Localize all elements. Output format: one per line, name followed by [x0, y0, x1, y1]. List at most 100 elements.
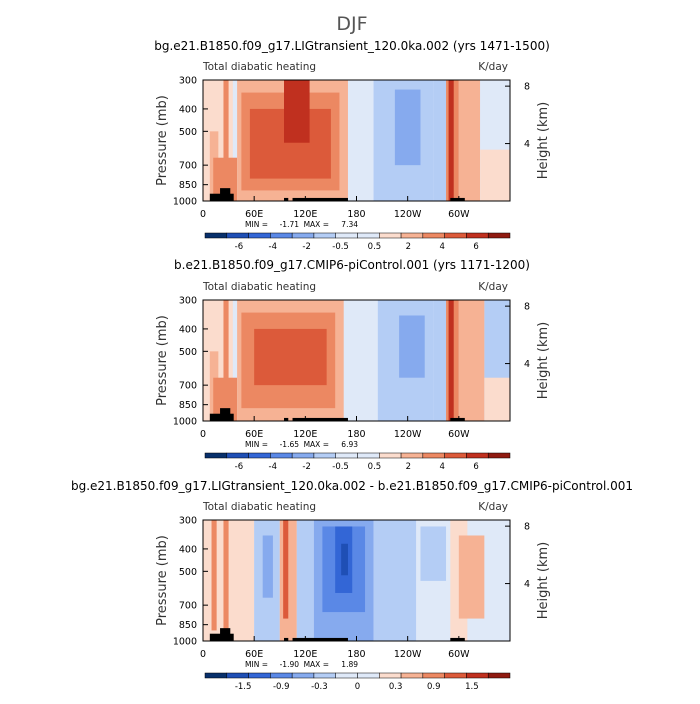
y-axis-label: Pressure (mb) [155, 315, 170, 406]
heatmap-cell [399, 315, 425, 378]
colorbar-swatch [226, 232, 249, 239]
topography-mask [450, 417, 465, 421]
right-axis-label: Height (km) [536, 322, 551, 399]
colorbar-label: 0.3 [389, 682, 403, 692]
colorbar-swatch [379, 672, 402, 679]
colorbar-swatch [248, 452, 271, 459]
x-tick-label: 60W [448, 209, 470, 220]
heatmap-cell [296, 520, 314, 641]
x-tick-label: 120E [293, 649, 317, 660]
colorbar-swatch [487, 672, 511, 679]
colorbar-swatch [226, 672, 249, 679]
min-value: -1.90 [280, 660, 300, 669]
heatmap-cell [448, 80, 454, 201]
topography-mask [220, 188, 231, 201]
colorbar-swatch [466, 452, 489, 459]
x-tick-label: 60E [245, 429, 263, 440]
x-tick-label: 120W [394, 429, 422, 440]
y-tick-label: 700 [179, 381, 197, 392]
panel-3: bg.e21.B1850.f09_g17.LIGtransient_120.0k… [71, 479, 633, 692]
colorbar-swatch [313, 452, 336, 459]
colorbar-swatch [422, 232, 445, 239]
topography-mask [220, 628, 231, 641]
max-value: 6.93 [341, 440, 358, 449]
min-label: MIN = [245, 660, 268, 669]
heatmap-field [203, 300, 510, 421]
colorbar-label: 2 [406, 242, 411, 252]
heatmap-cell [284, 80, 310, 143]
y-tick-label: 400 [179, 104, 197, 115]
min-value: -1.65 [280, 440, 300, 449]
colorbar-swatch [444, 672, 467, 679]
colorbar-swatch [291, 672, 315, 679]
x-tick-label: 0 [200, 649, 206, 660]
heatmap-field [203, 80, 510, 201]
y-tick-label: 400 [179, 544, 197, 555]
y-axis-label: Pressure (mb) [155, 535, 170, 626]
heatmap-cell [262, 535, 273, 598]
colorbar-swatch [444, 452, 467, 459]
y-tick-label: 1000 [173, 417, 197, 428]
colorbar-swatch [487, 232, 511, 239]
x-tick-label: 180 [347, 209, 365, 220]
heatmap-cell [211, 520, 217, 631]
colorbar-swatch [204, 452, 228, 459]
right-tick-label: 8 [524, 522, 530, 533]
colorbar-label: 2 [406, 462, 411, 472]
max-label: MAX = [304, 220, 329, 229]
colorbar-swatch [487, 452, 511, 459]
colorbar-swatch [335, 452, 358, 459]
x-tick-label: 60W [448, 649, 470, 660]
colorbar-label: -1.5 [235, 682, 252, 692]
colorbar-swatch [313, 672, 336, 679]
colorbar-label: -0.3 [311, 682, 328, 692]
colorbar-label: -0.5 [332, 462, 349, 472]
y-tick-label: 1000 [173, 637, 197, 648]
y-tick-label: 300 [179, 296, 197, 307]
panel-subtitle: Total diabatic heating [202, 501, 316, 513]
colorbar-swatch [335, 232, 358, 239]
max-label: MAX = [304, 440, 329, 449]
heatmap-cell [213, 377, 238, 421]
colorbar-label: 0.9 [427, 682, 441, 692]
max-label: MAX = [304, 660, 329, 669]
topography-mask [292, 417, 348, 421]
heatmap-cell [480, 149, 510, 201]
colorbar-label: -0.9 [273, 682, 290, 692]
heatmap-cell [484, 520, 510, 641]
colorbar-swatch [400, 452, 424, 459]
colorbar-swatch [313, 232, 336, 239]
colorbar-swatch [248, 232, 271, 239]
colorbar-label: -6 [235, 242, 243, 252]
topography-mask [284, 637, 289, 641]
colorbar-swatch [379, 232, 402, 239]
colorbar: -6 -4 -2 -0.5 0.5 2 4 6 [204, 232, 511, 252]
heatmap-cell [420, 526, 447, 581]
right-axis-label: Height (km) [536, 542, 551, 619]
y-tick-label: 850 [179, 400, 197, 411]
heatmap-cell [341, 543, 348, 576]
colorbar-swatch [226, 452, 249, 459]
colorbar-swatch [400, 672, 424, 679]
colorbar-swatch [291, 232, 315, 239]
topography-mask [450, 637, 465, 641]
heatmap-cell [458, 300, 485, 421]
right-tick-label: 4 [524, 359, 530, 370]
x-tick-label: 180 [347, 649, 365, 660]
min-value: -1.71 [280, 220, 300, 229]
colorbar: -1.5 -0.9 -0.3 0 0.3 0.9 1.5 [204, 672, 511, 692]
panel-1: bg.e21.B1850.f09_g17.LIGtransient_120.0k… [154, 39, 551, 252]
heatmap-cell [223, 300, 229, 416]
colorbar-label: 4 [440, 462, 445, 472]
x-tick-label: 60E [245, 209, 263, 220]
topography-mask [284, 197, 289, 201]
heatmap-field [203, 520, 510, 641]
colorbar-label: -6 [235, 462, 243, 472]
colorbar-label: 0.5 [368, 462, 382, 472]
colorbar-swatch [422, 672, 445, 679]
x-tick-label: 120E [293, 429, 317, 440]
heatmap-cell [347, 80, 374, 201]
figure-title: DJF [336, 13, 367, 35]
heatmap-cell [203, 520, 255, 641]
